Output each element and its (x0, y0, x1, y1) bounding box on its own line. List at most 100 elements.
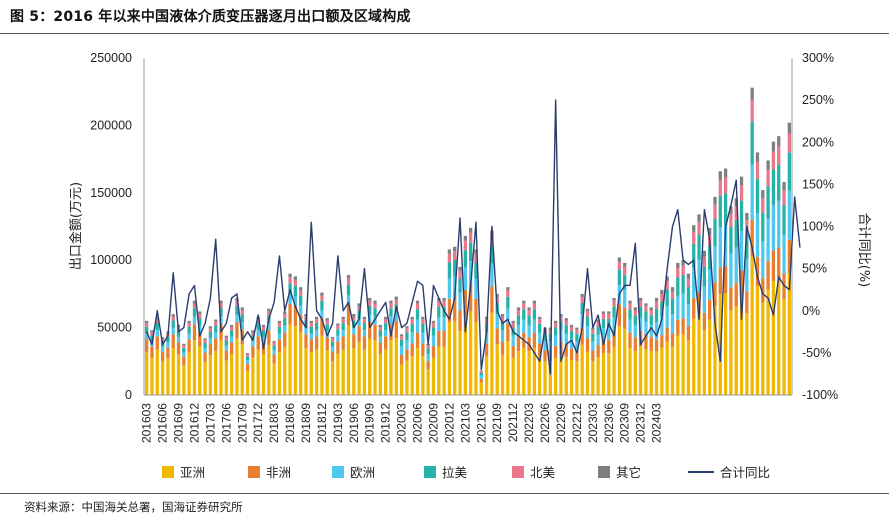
bar-segment (787, 152, 791, 191)
bar-segment (463, 235, 467, 241)
bar-segment (235, 314, 239, 323)
bar-segment (219, 300, 223, 304)
bar-segment (469, 311, 473, 395)
bar-segment (612, 346, 616, 395)
bar-segment (251, 357, 255, 395)
bar-segment (442, 297, 446, 301)
x-tick-label: 201909 (363, 403, 377, 443)
bar-segment (362, 316, 367, 320)
bar-segment (235, 305, 239, 315)
bar-segment (362, 330, 367, 337)
bar-segment (288, 294, 292, 305)
bar-segment (527, 315, 531, 325)
bar-segment (782, 205, 786, 236)
bar-segment (182, 352, 186, 357)
bar-segment (782, 235, 786, 274)
bar-segment (166, 358, 170, 395)
bar-segment (771, 151, 776, 170)
bar-segment (214, 338, 218, 352)
bar-segment (734, 219, 738, 248)
bar-segment (352, 334, 356, 349)
bar-segment (559, 354, 563, 395)
bar-segment (299, 314, 303, 333)
bar-segment (320, 309, 324, 319)
bar-segment (447, 322, 452, 395)
bar-segment (187, 339, 191, 352)
bar-segment (506, 287, 510, 291)
bar-segment (771, 280, 776, 395)
right-tick-label: -100% (802, 388, 838, 402)
bar-segment (702, 330, 706, 395)
bar-segment (160, 337, 165, 339)
bar-segment (389, 316, 393, 325)
bar-segment (261, 336, 266, 343)
bar-segment (692, 243, 696, 268)
bar-segment (612, 330, 616, 347)
bar-segment (405, 328, 409, 333)
bar-segment (654, 308, 659, 323)
bar-segment (670, 299, 675, 315)
bar-segment (718, 180, 722, 196)
bar-segment (357, 326, 361, 342)
bar-segment (745, 291, 749, 314)
bar-segment (288, 277, 292, 284)
bar-segment (378, 342, 382, 355)
bar-segment (293, 296, 298, 307)
bar-segment (176, 336, 181, 343)
bar-segment (761, 190, 765, 199)
bar-segment (580, 344, 584, 395)
bar-segment (734, 247, 738, 283)
bar-segment (314, 336, 319, 350)
bar-segment (612, 300, 616, 307)
x-tick-label: 202309 (618, 403, 632, 443)
bar-segment (713, 196, 717, 205)
bar-segment (325, 337, 329, 351)
bar-segment (341, 323, 345, 331)
bar-segment (729, 253, 733, 288)
bar-segment (484, 316, 489, 320)
bar-segment (761, 241, 765, 279)
bar-segment (203, 362, 207, 395)
bar-segment (314, 323, 319, 331)
bar-segment (628, 300, 632, 304)
bar-segment (198, 346, 202, 395)
bar-segment (203, 340, 207, 343)
bar-segment (676, 262, 680, 269)
bar-segment (580, 293, 584, 297)
bar-segment (352, 348, 356, 395)
bar-segment (702, 286, 706, 313)
bar-segment (453, 251, 457, 261)
bar-segment (346, 295, 351, 306)
bar-segment (224, 335, 228, 338)
bar-segment (421, 319, 425, 324)
bar-segment (553, 346, 558, 358)
bar-segment (421, 343, 425, 356)
bar-segment (384, 336, 388, 350)
bar-segment (245, 354, 250, 357)
bar-segment (538, 319, 542, 324)
x-tick-label: 202103 (458, 403, 472, 443)
bar-segment (240, 344, 244, 395)
bar-segment (240, 307, 244, 311)
bar-segment (734, 206, 738, 220)
bar-segment (665, 289, 669, 307)
x-tick-label: 201812 (315, 403, 329, 443)
bar-segment (314, 349, 319, 395)
bar-segment (229, 324, 234, 327)
x-tick-label: 202112 (506, 403, 520, 442)
bar-segment (723, 177, 728, 194)
bar-segment (150, 335, 154, 342)
x-tick-label: 201803 (267, 403, 281, 443)
x-tick-label: 202206 (538, 403, 552, 443)
bar-segment (750, 121, 754, 165)
bar-segment (484, 355, 489, 395)
bar-segment (511, 320, 515, 324)
bar-segment (160, 351, 165, 362)
bar-segment (145, 320, 149, 324)
bar-segment (697, 234, 701, 260)
bar-segment (559, 314, 563, 317)
bar-segment (458, 266, 462, 271)
bar-segment (330, 338, 335, 342)
bar-segment (176, 354, 181, 395)
bar-segment (352, 327, 356, 335)
